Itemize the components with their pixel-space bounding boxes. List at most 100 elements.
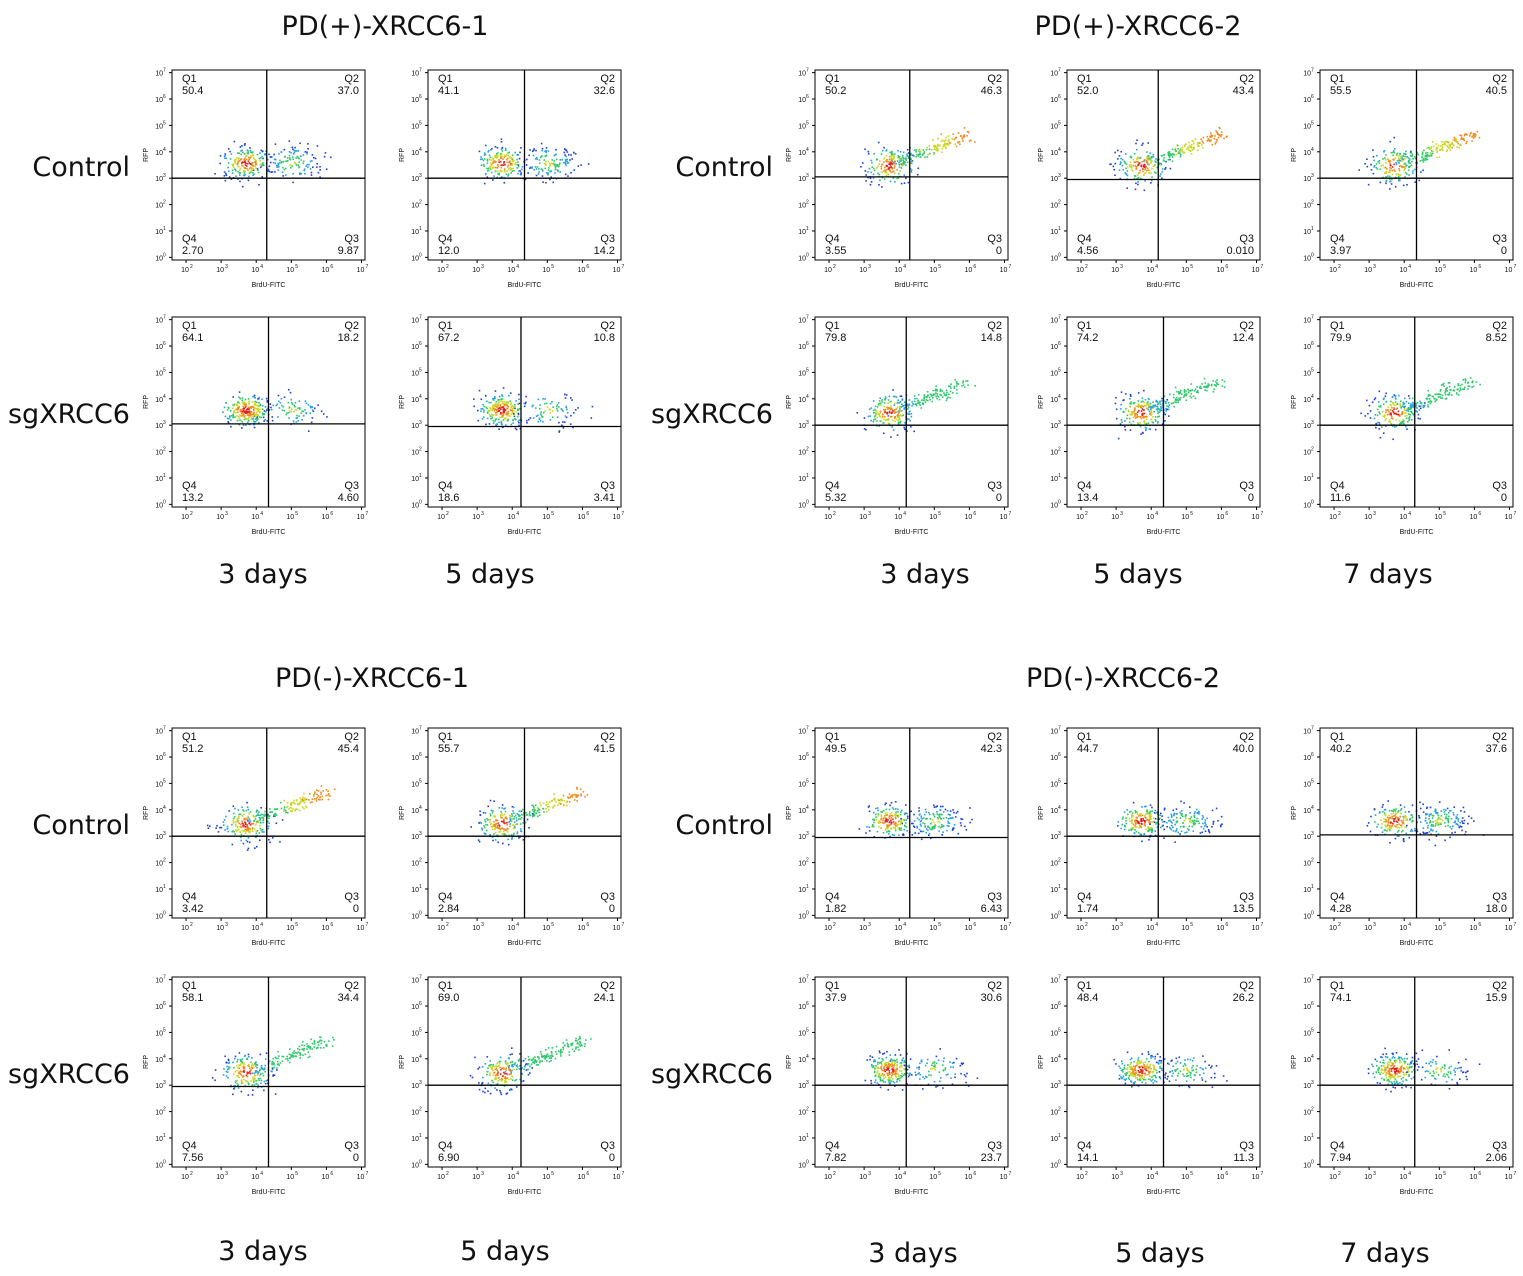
y-tick-base: 10 bbox=[411, 97, 419, 104]
event-dot bbox=[514, 821, 516, 823]
event-dot bbox=[1191, 397, 1193, 399]
event-dot bbox=[1123, 399, 1125, 401]
event-dot bbox=[492, 158, 494, 160]
event-dot bbox=[238, 416, 240, 418]
event-dot bbox=[248, 1064, 250, 1066]
event-dot bbox=[512, 810, 514, 812]
event-dot bbox=[254, 1084, 256, 1086]
event-dot bbox=[232, 820, 234, 822]
column-label: 3 days bbox=[218, 1236, 308, 1267]
event-dot bbox=[242, 1082, 244, 1084]
event-dot bbox=[255, 1075, 257, 1077]
event-dot bbox=[259, 1071, 261, 1073]
event-dot bbox=[499, 170, 501, 172]
event-dot bbox=[293, 411, 295, 413]
x-axis-label: BrdU-FITC bbox=[508, 529, 542, 536]
event-dot bbox=[302, 797, 304, 799]
event-dot bbox=[560, 803, 562, 805]
event-dot bbox=[884, 402, 886, 404]
event-dot bbox=[563, 152, 565, 154]
event-dot bbox=[555, 1058, 557, 1060]
y-tick-base: 10 bbox=[798, 176, 806, 183]
event-dot bbox=[231, 415, 233, 417]
event-dot bbox=[501, 164, 503, 166]
event-dot bbox=[889, 156, 891, 158]
event-dot bbox=[1137, 184, 1139, 186]
y-tick-exp: 0 bbox=[163, 499, 166, 505]
event-dot bbox=[942, 396, 944, 398]
event-dot bbox=[223, 1074, 225, 1076]
event-dot bbox=[505, 155, 507, 157]
event-dot bbox=[1426, 147, 1428, 149]
event-dot bbox=[225, 180, 227, 182]
event-dot bbox=[927, 156, 929, 158]
event-dot bbox=[249, 832, 251, 834]
event-dot bbox=[248, 1065, 250, 1067]
event-dot bbox=[1467, 382, 1469, 384]
event-dot bbox=[299, 1052, 301, 1054]
y-tick-base: 10 bbox=[411, 781, 419, 788]
event-dot bbox=[247, 1073, 249, 1075]
event-dot bbox=[500, 408, 502, 410]
y-tick-base: 10 bbox=[1050, 502, 1058, 509]
event-dot bbox=[238, 405, 240, 407]
event-dot bbox=[1147, 169, 1149, 171]
event-dot bbox=[241, 1091, 243, 1093]
event-dot bbox=[1424, 158, 1426, 160]
event-dot bbox=[894, 165, 896, 167]
y-axis-label: RFP bbox=[1038, 148, 1045, 162]
event-dot bbox=[1143, 166, 1145, 168]
x-tick-exp: 6 bbox=[586, 511, 589, 517]
event-dot bbox=[284, 410, 286, 412]
event-dot bbox=[1412, 170, 1414, 172]
quadrant-percent: 3.42 bbox=[182, 903, 203, 915]
event-dot bbox=[511, 410, 513, 412]
event-dot bbox=[899, 166, 901, 168]
event-dot bbox=[324, 1041, 326, 1043]
event-dot bbox=[561, 1051, 563, 1053]
event-dot bbox=[1115, 163, 1117, 165]
event-dot bbox=[547, 806, 549, 808]
event-dot bbox=[234, 410, 236, 412]
x-tick-exp: 6 bbox=[1225, 511, 1228, 517]
event-dot bbox=[881, 417, 883, 419]
event-dot bbox=[289, 151, 291, 153]
event-dot bbox=[535, 805, 537, 807]
event-dot bbox=[561, 409, 563, 411]
event-dot bbox=[552, 182, 554, 184]
event-dot bbox=[262, 158, 264, 160]
event-dot bbox=[505, 817, 507, 819]
event-dot bbox=[1377, 422, 1379, 424]
event-dot bbox=[264, 153, 266, 155]
y-tick-exp: 4 bbox=[163, 805, 166, 811]
y-axis-label: RFP bbox=[143, 1055, 150, 1069]
event-dot bbox=[1161, 398, 1163, 400]
event-dot bbox=[251, 417, 253, 419]
y-tick-base: 10 bbox=[155, 97, 163, 104]
event-dot bbox=[1460, 389, 1462, 391]
event-dot bbox=[570, 172, 572, 174]
y-tick-base: 10 bbox=[155, 755, 163, 762]
event-dot bbox=[1150, 419, 1152, 421]
event-dot bbox=[1463, 140, 1465, 142]
event-dot bbox=[903, 174, 905, 176]
event-dot bbox=[1372, 149, 1374, 151]
event-dot bbox=[1393, 413, 1395, 415]
event-dot bbox=[1168, 153, 1170, 155]
event-dot bbox=[243, 843, 245, 845]
quadrant-percent: 0.010 bbox=[1226, 245, 1254, 257]
event-dot bbox=[948, 393, 950, 395]
event-dot bbox=[1147, 157, 1149, 159]
event-dot bbox=[314, 798, 316, 800]
event-dot bbox=[495, 167, 497, 169]
x-tick-exp: 6 bbox=[330, 922, 333, 928]
event-dot bbox=[1164, 414, 1166, 416]
event-dot bbox=[1163, 157, 1165, 159]
event-dot bbox=[1143, 402, 1145, 404]
y-tick-base: 10 bbox=[155, 1083, 163, 1090]
event-dot bbox=[242, 830, 244, 832]
x-tick-exp: 2 bbox=[446, 511, 449, 517]
event-dot bbox=[1145, 166, 1147, 168]
event-dot bbox=[865, 180, 867, 182]
event-dot bbox=[909, 420, 911, 422]
